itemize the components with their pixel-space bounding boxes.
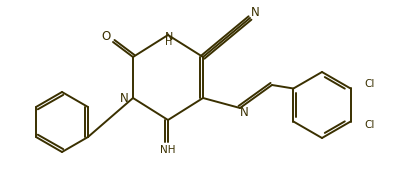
Text: N: N [120,92,128,105]
Text: Cl: Cl [365,80,375,90]
Text: O: O [102,30,111,42]
Text: N: N [250,7,260,20]
Text: H: H [166,37,173,47]
Text: Cl: Cl [365,121,375,130]
Text: N: N [240,106,248,120]
Text: N: N [165,32,173,42]
Text: NH: NH [160,145,176,155]
